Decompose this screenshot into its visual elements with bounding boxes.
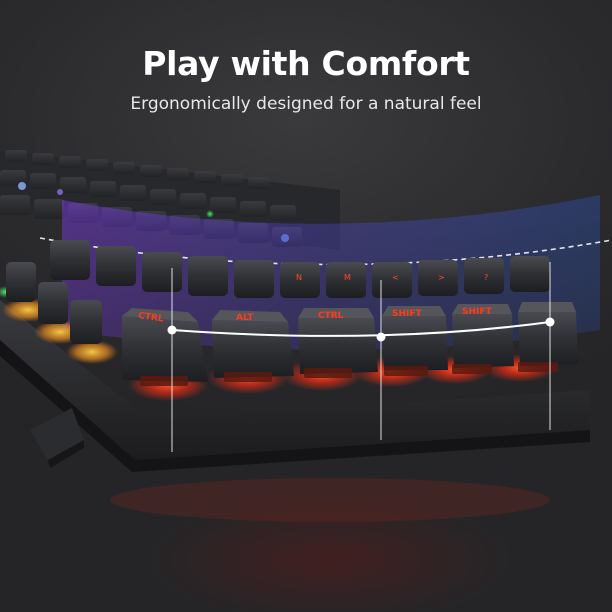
keycap-legend: ALT xyxy=(236,313,254,323)
middle-key-row xyxy=(50,240,550,298)
curve-marker xyxy=(167,325,177,335)
curve-marker xyxy=(376,332,386,342)
switch-housings xyxy=(140,362,558,386)
keycap-legend: SHIFT xyxy=(392,309,423,319)
svg-text:?: ? xyxy=(484,273,488,282)
floor-reflection xyxy=(110,478,550,522)
headline: Play with Comfort xyxy=(142,44,470,83)
keyboard-case xyxy=(0,300,590,472)
keycap-legend: CTRL xyxy=(318,311,344,321)
svg-text:<: < xyxy=(392,273,399,282)
svg-text:N: N xyxy=(296,273,302,282)
keycap-legend: CTRL xyxy=(138,311,165,324)
subline: Ergonomically designed for a natural fee… xyxy=(130,94,482,114)
keyboard-foot xyxy=(30,408,84,460)
left-backlight-row xyxy=(0,262,118,364)
keycap-legends: CTRL ALT CTRL SHIFT SHIFT xyxy=(138,307,493,325)
middle-row-legends: N M < > ? xyxy=(296,273,488,282)
keycap-legend: SHIFT xyxy=(462,307,493,317)
svg-text:>: > xyxy=(438,273,445,282)
curve-marker xyxy=(545,317,555,327)
comfort-curve xyxy=(167,262,555,452)
svg-text:M: M xyxy=(344,273,351,282)
